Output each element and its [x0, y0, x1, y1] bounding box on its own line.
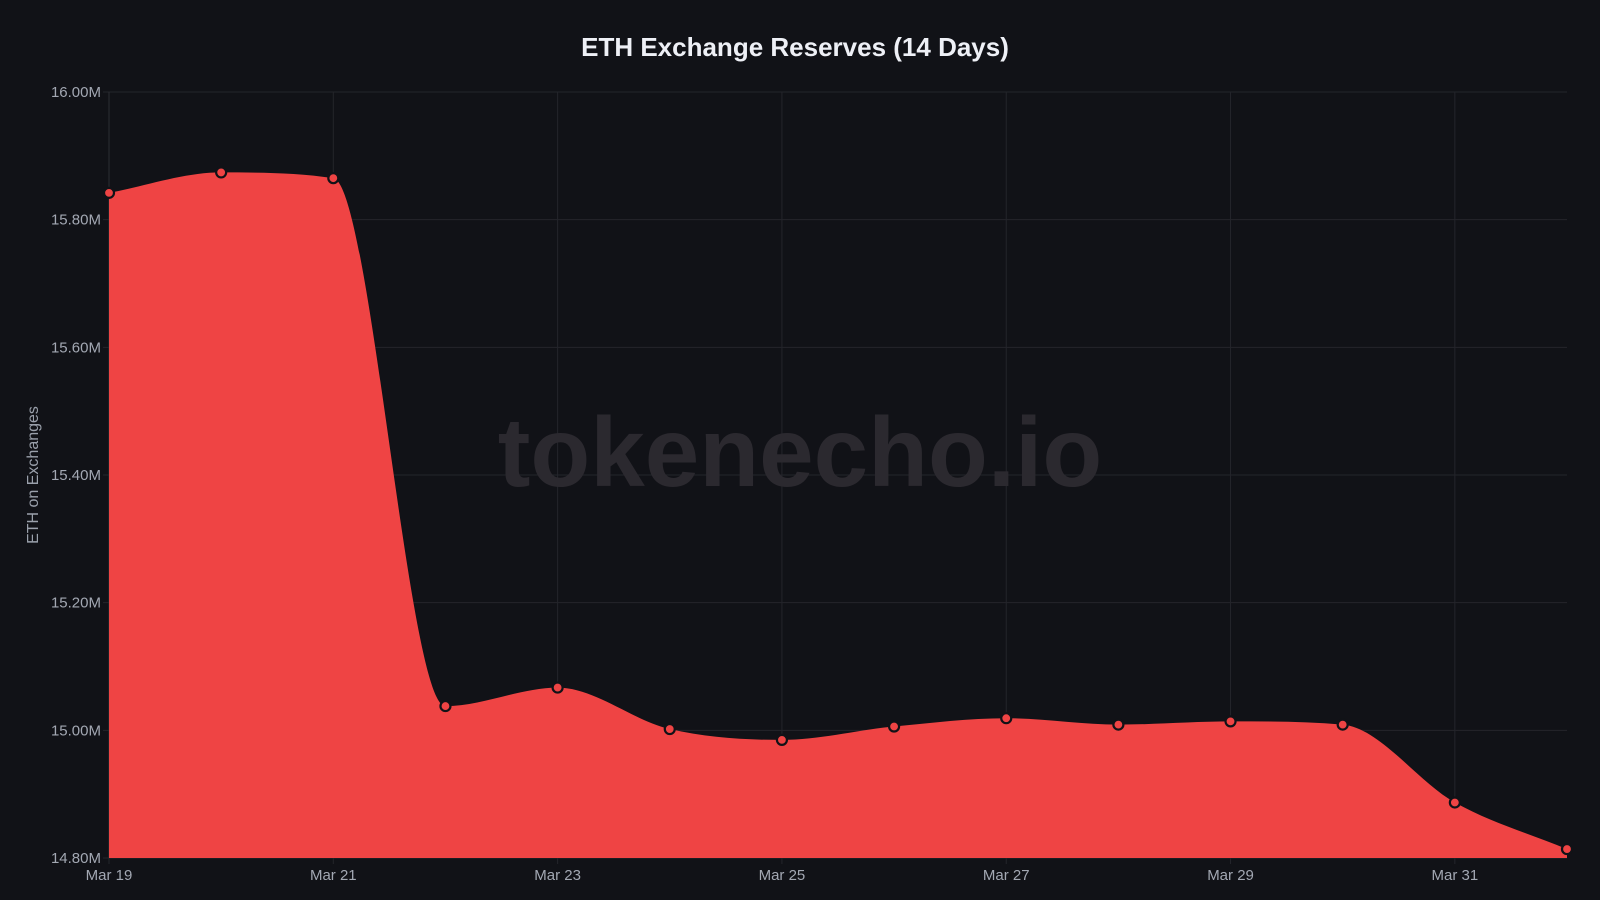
watermark: tokenecho.io: [498, 397, 1102, 507]
data-point[interactable]: [551, 681, 564, 694]
data-point[interactable]: [327, 172, 340, 185]
data-points: [102, 166, 1574, 856]
x-tick-label: Mar 21: [310, 867, 357, 884]
data-point[interactable]: [1000, 712, 1013, 725]
x-tick-label: Mar 31: [1432, 867, 1479, 884]
x-tick-label: Mar 27: [983, 867, 1030, 884]
y-tick-label: 14.80M: [51, 850, 101, 867]
y-axis-ticks: 14.80M 15.00M 15.20M 15.40M 15.60M 15.80M 16.0…: [51, 84, 101, 867]
data-point[interactable]: [1448, 796, 1461, 809]
x-tick-label: Mar 19: [86, 867, 133, 884]
chart-title: ETH Exchange Reserves (14 Days): [581, 32, 1009, 62]
data-point[interactable]: [1336, 718, 1349, 731]
data-point[interactable]: [102, 186, 116, 199]
data-point[interactable]: [439, 699, 452, 713]
x-tick-label: Mar 25: [759, 867, 806, 884]
x-tick-label: Mar 23: [534, 867, 581, 884]
x-axis-ticks: Mar 19 Mar 21 Mar 23 Mar 25 Mar 27 Mar 29 Mar …: [86, 867, 1479, 884]
data-point[interactable]: [1224, 715, 1237, 728]
data-point[interactable]: [1112, 718, 1125, 731]
data-point[interactable]: [1560, 842, 1574, 856]
y-tick-label: 15.00M: [51, 722, 101, 739]
y-tick-label: 15.60M: [51, 339, 101, 356]
x-tick-label: Mar 29: [1207, 867, 1254, 884]
y-tick-label: 15.40M: [51, 467, 101, 484]
data-point[interactable]: [775, 733, 789, 747]
data-point[interactable]: [215, 166, 228, 179]
data-point[interactable]: [887, 720, 901, 733]
data-point[interactable]: [663, 722, 676, 736]
y-tick-label: 16.00M: [51, 84, 101, 101]
area-series: [109, 172, 1567, 858]
y-tick-label: 15.20M: [51, 595, 101, 612]
y-tick-label: 15.80M: [51, 212, 101, 229]
